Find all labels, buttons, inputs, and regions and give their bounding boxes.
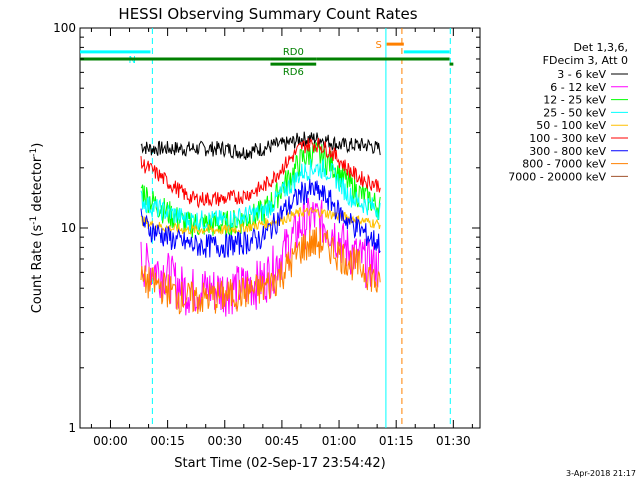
legend-header-line-1: Det 1,3,6, xyxy=(573,41,628,54)
x-tick-label: 01:15 xyxy=(379,434,414,448)
legend-entry-label: 300 - 800 keV xyxy=(529,145,606,158)
x-tick-label: 00:45 xyxy=(265,434,300,448)
y-tick-label: 100 xyxy=(53,21,76,35)
series-lines xyxy=(140,131,381,317)
y-axis-label: Count Rate (s-1 detector-1) xyxy=(29,143,45,314)
legend-entry-label: 3 - 6 keV xyxy=(557,68,606,81)
x-axis-label: Start Time (02-Sep-17 23:54:42) xyxy=(174,456,385,471)
observing-flag-bars: NSRD0RD6 xyxy=(80,40,454,78)
legend-entry-label: 7000 - 20000 keV xyxy=(508,170,606,183)
y-tick-label: 1 xyxy=(68,421,76,435)
legend-entry-label: 12 - 25 keV xyxy=(543,94,606,107)
y-axis-label-sup-1: -1 xyxy=(29,216,39,225)
y-tick-label: 10 xyxy=(61,221,76,235)
legend-entry-label: 100 - 300 keV xyxy=(529,132,606,145)
x-tick-label: 01:30 xyxy=(436,434,471,448)
y-axis-ticks: 1 10 100 xyxy=(53,21,480,435)
series-trace-5 xyxy=(140,137,381,209)
timestamp-stamp: 3-Apr-2018 21:17 xyxy=(566,469,636,478)
legend-header-line-2: FDecim 3, Att 0 xyxy=(543,54,628,67)
series-trace-6 xyxy=(140,179,381,258)
x-axis-ticks: 00:00 00:15 00:30 00:45 01:00 01:15 01:30 xyxy=(90,28,473,448)
x-tick-label: 00:30 xyxy=(207,434,242,448)
y-axis-label-mid: detector xyxy=(30,156,45,216)
plot-frame xyxy=(79,27,481,429)
series-trace-4 xyxy=(140,206,381,236)
series-trace-7 xyxy=(140,227,381,315)
y-axis-label-end: ) xyxy=(30,143,45,148)
series-trace-0 xyxy=(140,131,381,160)
legend-entry-label: 50 - 100 keV xyxy=(536,119,606,132)
legend-entry-label: 25 - 50 keV xyxy=(543,106,606,119)
y-axis-label-main: Count Rate (s xyxy=(30,225,45,314)
legend-entry-label: 6 - 12 keV xyxy=(550,81,606,94)
chart-title: HESSI Observing Summary Count Rates xyxy=(118,5,417,23)
x-tick-label: 00:00 xyxy=(93,434,128,448)
x-tick-label: 00:15 xyxy=(150,434,185,448)
y-axis-label-sup-2: -1 xyxy=(29,148,39,157)
flag-label: RD6 xyxy=(283,67,304,78)
flag-label: S xyxy=(375,40,381,51)
legend-entry-label: 800 - 7000 keV xyxy=(522,158,606,171)
x-tick-label: 01:00 xyxy=(322,434,357,448)
series-trace-3 xyxy=(140,158,381,231)
flag-label: RD0 xyxy=(283,47,304,58)
